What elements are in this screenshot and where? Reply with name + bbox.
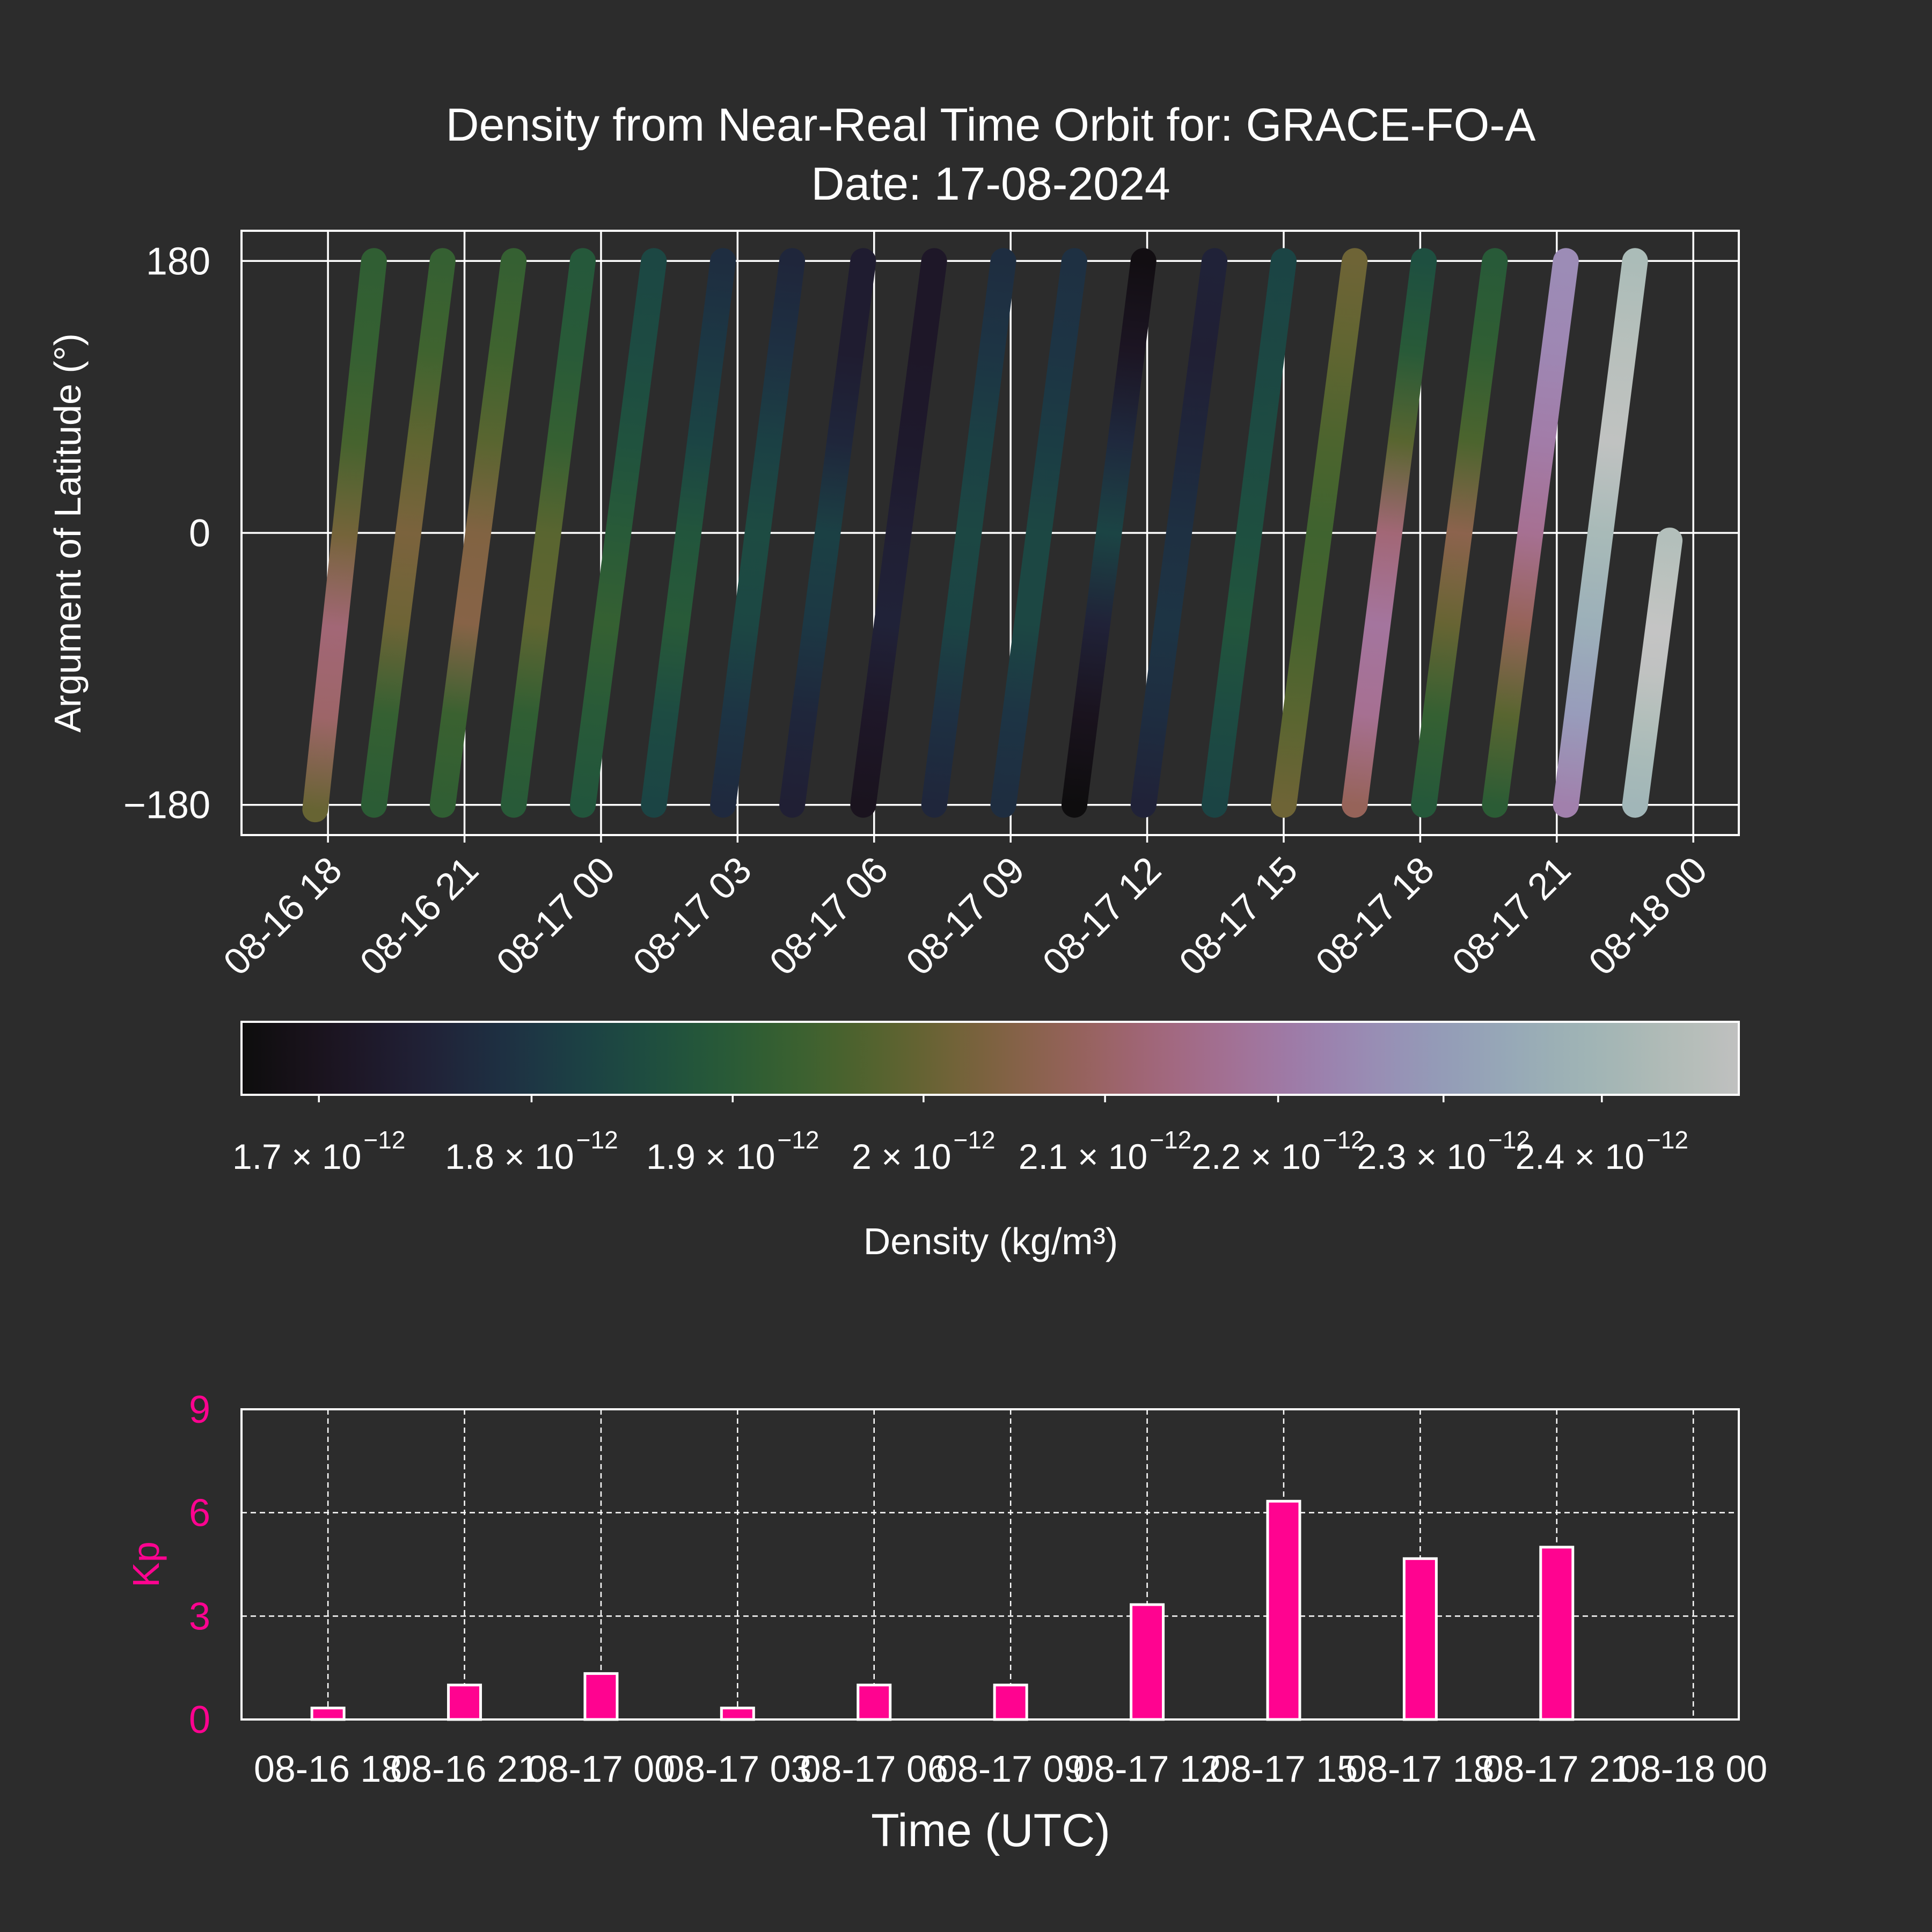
density-y-tick-label: 180 <box>146 240 210 283</box>
kp-bar <box>449 1685 481 1719</box>
kp-x-tick-label: 08-17 06 <box>800 1748 948 1790</box>
kp-bar <box>994 1685 1027 1719</box>
kp-bar <box>721 1708 753 1719</box>
density-y-tick-label: 0 <box>189 512 210 555</box>
kp-x-tick-label: 08-16 18 <box>254 1748 402 1790</box>
kp-y-tick-label: 9 <box>189 1388 210 1431</box>
kp-bar <box>1131 1605 1163 1719</box>
colorbar-tick-exponent: −12 <box>363 1126 405 1154</box>
colorbar-tick-exponent: −12 <box>777 1126 819 1154</box>
kp-x-tick-label: 08-16 21 <box>390 1748 538 1790</box>
kp-x-tick-label: 08-18 00 <box>1619 1748 1767 1790</box>
colorbar-tick-exponent: −12 <box>954 1126 996 1154</box>
kp-bar <box>585 1673 617 1719</box>
kp-x-tick-label: 08-17 12 <box>1073 1748 1221 1790</box>
kp-bar <box>312 1708 344 1719</box>
kp-x-tick-label: 08-17 18 <box>1346 1748 1494 1790</box>
kp-x-axis-label: Time (UTC) <box>871 1805 1110 1856</box>
kp-bar <box>1541 1547 1573 1719</box>
density-y-axis-label: Argument of Latitude (°) <box>47 333 89 733</box>
kp-y-tick-label: 3 <box>189 1595 210 1638</box>
kp-x-tick-label: 08-17 15 <box>1210 1748 1358 1790</box>
kp-x-tick-label: 08-17 00 <box>527 1748 675 1790</box>
density-y-tick-label: −180 <box>123 784 210 827</box>
chart-title-line2: Date: 17-08-2024 <box>811 158 1170 210</box>
kp-x-tick-label: 08-17 03 <box>663 1748 811 1790</box>
chart-title-line1: Density from Near-Real Time Orbit for: G… <box>446 99 1536 151</box>
kp-y-tick-label: 6 <box>189 1492 210 1535</box>
colorbar-tick-exponent: −12 <box>1646 1126 1688 1154</box>
colorbar-label: Density (kg/m³) <box>863 1220 1118 1262</box>
colorbar-gradient <box>241 1022 1739 1095</box>
colorbar-tick-exponent: −12 <box>576 1126 618 1154</box>
kp-bar <box>858 1685 890 1719</box>
kp-y-tick-label: 0 <box>189 1699 210 1741</box>
colorbar-tick-exponent: −12 <box>1150 1126 1191 1154</box>
kp-x-tick-label: 08-17 21 <box>1483 1748 1631 1790</box>
kp-bar <box>1404 1558 1436 1719</box>
kp-bar <box>1268 1501 1300 1719</box>
kp-y-axis-label: Kp <box>125 1541 167 1587</box>
kp-x-tick-label: 08-17 09 <box>936 1748 1085 1790</box>
